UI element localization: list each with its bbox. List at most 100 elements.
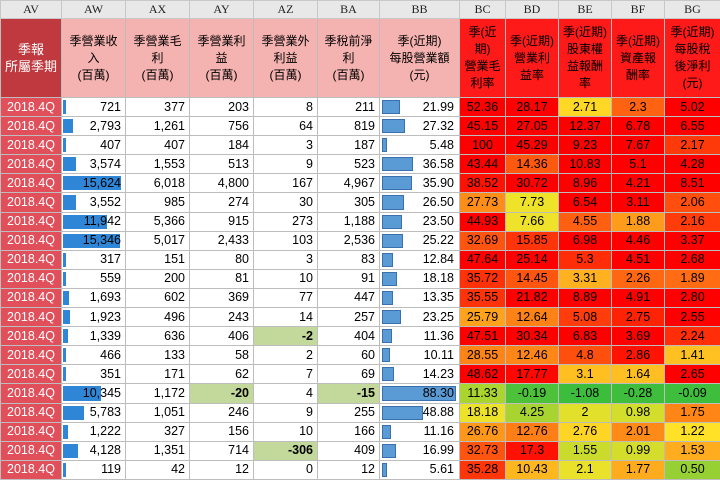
- cell-revenue[interactable]: 10,345: [62, 384, 126, 403]
- cell-bd[interactable]: 7.73: [506, 193, 559, 212]
- cell-bc[interactable]: 35.72: [460, 269, 506, 288]
- cell-bf[interactable]: 2.3: [612, 98, 665, 117]
- cell-ay[interactable]: 756: [190, 117, 254, 136]
- cell-ay[interactable]: 513: [190, 155, 254, 174]
- cell-revenue[interactable]: 15,346: [62, 231, 126, 250]
- cell-bg[interactable]: 5.02: [665, 98, 720, 117]
- cell-bc[interactable]: 26.76: [460, 422, 506, 441]
- cell-bg[interactable]: 2.24: [665, 327, 720, 346]
- cell-ay[interactable]: 80: [190, 250, 254, 269]
- cell-bc[interactable]: 11.33: [460, 384, 506, 403]
- cell-bg[interactable]: -0.09: [665, 384, 720, 403]
- cell-ay[interactable]: 714: [190, 441, 254, 460]
- cell-revenue[interactable]: 5,783: [62, 403, 126, 422]
- cell-bg[interactable]: 8.51: [665, 174, 720, 193]
- cell-bc[interactable]: 43.44: [460, 155, 506, 174]
- cell-quarter[interactable]: 2018.4Q: [1, 441, 62, 460]
- cell-eps-revenue[interactable]: 48.88: [380, 403, 460, 422]
- header-ax[interactable]: 季營業毛利(百萬): [126, 19, 190, 98]
- cell-ba[interactable]: 91: [318, 269, 380, 288]
- header-aw[interactable]: 季營業收入(百萬): [62, 19, 126, 98]
- header-az[interactable]: 季營業外利益(百萬): [254, 19, 318, 98]
- cell-quarter[interactable]: 2018.4Q: [1, 269, 62, 288]
- cell-eps-revenue[interactable]: 23.25: [380, 308, 460, 327]
- cell-bc[interactable]: 35.28: [460, 460, 506, 479]
- cell-bd[interactable]: 21.82: [506, 288, 559, 307]
- cell-bc[interactable]: 18.18: [460, 403, 506, 422]
- header-bc[interactable]: 季(近期)營業毛利率: [460, 19, 506, 98]
- cell-bc[interactable]: 32.73: [460, 441, 506, 460]
- cell-bf[interactable]: 2.01: [612, 422, 665, 441]
- cell-revenue[interactable]: 15,624: [62, 174, 126, 193]
- cell-ay[interactable]: 184: [190, 136, 254, 155]
- column-letter-ba[interactable]: BA: [318, 1, 380, 19]
- cell-bc[interactable]: 45.15: [460, 117, 506, 136]
- cell-be[interactable]: 4.55: [559, 212, 612, 231]
- cell-be[interactable]: 6.83: [559, 327, 612, 346]
- cell-bg[interactable]: 2.80: [665, 288, 720, 307]
- cell-bf[interactable]: 0.99: [612, 441, 665, 460]
- cell-bd[interactable]: -0.19: [506, 384, 559, 403]
- cell-be[interactable]: 3.1: [559, 365, 612, 384]
- cell-ax[interactable]: 200: [126, 269, 190, 288]
- cell-bd[interactable]: 15.85: [506, 231, 559, 250]
- cell-az[interactable]: 103: [254, 231, 318, 250]
- cell-bc[interactable]: 47.51: [460, 327, 506, 346]
- cell-quarter[interactable]: 2018.4Q: [1, 460, 62, 479]
- cell-be[interactable]: 2.1: [559, 460, 612, 479]
- cell-be[interactable]: 5.3: [559, 250, 612, 269]
- cell-ax[interactable]: 1,553: [126, 155, 190, 174]
- cell-ax[interactable]: 602: [126, 288, 190, 307]
- column-letter-bb[interactable]: BB: [380, 1, 460, 19]
- cell-be[interactable]: 9.23: [559, 136, 612, 155]
- cell-bd[interactable]: 25.14: [506, 250, 559, 269]
- cell-bg[interactable]: 1.75: [665, 403, 720, 422]
- cell-bd[interactable]: 14.45: [506, 269, 559, 288]
- cell-ba[interactable]: 255: [318, 403, 380, 422]
- cell-revenue[interactable]: 407: [62, 136, 126, 155]
- cell-revenue[interactable]: 317: [62, 250, 126, 269]
- cell-bg[interactable]: 1.41: [665, 346, 720, 365]
- cell-be[interactable]: 6.54: [559, 193, 612, 212]
- cell-ay[interactable]: 243: [190, 308, 254, 327]
- cell-ba[interactable]: 1,188: [318, 212, 380, 231]
- cell-bg[interactable]: 2.06: [665, 193, 720, 212]
- cell-revenue[interactable]: 351: [62, 365, 126, 384]
- cell-ay[interactable]: 274: [190, 193, 254, 212]
- cell-ba[interactable]: -15: [318, 384, 380, 403]
- cell-quarter[interactable]: 2018.4Q: [1, 250, 62, 269]
- cell-quarter[interactable]: 2018.4Q: [1, 155, 62, 174]
- cell-eps-revenue[interactable]: 23.50: [380, 212, 460, 231]
- cell-revenue[interactable]: 1,923: [62, 308, 126, 327]
- cell-ay[interactable]: 369: [190, 288, 254, 307]
- cell-bg[interactable]: 2.68: [665, 250, 720, 269]
- column-letter-bf[interactable]: BF: [612, 1, 665, 19]
- cell-az[interactable]: 2: [254, 346, 318, 365]
- cell-ax[interactable]: 5,017: [126, 231, 190, 250]
- cell-ax[interactable]: 133: [126, 346, 190, 365]
- cell-bd[interactable]: 17.3: [506, 441, 559, 460]
- cell-ba[interactable]: 305: [318, 193, 380, 212]
- cell-bd[interactable]: 17.77: [506, 365, 559, 384]
- cell-ba[interactable]: 60: [318, 346, 380, 365]
- column-letter-bc[interactable]: BC: [460, 1, 506, 19]
- cell-az[interactable]: 77: [254, 288, 318, 307]
- cell-ax[interactable]: 1,351: [126, 441, 190, 460]
- cell-quarter[interactable]: 2018.4Q: [1, 136, 62, 155]
- cell-eps-revenue[interactable]: 11.16: [380, 422, 460, 441]
- column-letter-be[interactable]: BE: [559, 1, 612, 19]
- cell-quarter[interactable]: 2018.4Q: [1, 384, 62, 403]
- cell-quarter[interactable]: 2018.4Q: [1, 98, 62, 117]
- cell-eps-revenue[interactable]: 10.11: [380, 346, 460, 365]
- header-bf[interactable]: 季(近期)資產報酬率: [612, 19, 665, 98]
- cell-ay[interactable]: 203: [190, 98, 254, 117]
- cell-az[interactable]: -306: [254, 441, 318, 460]
- cell-bd[interactable]: 30.72: [506, 174, 559, 193]
- cell-ay[interactable]: -20: [190, 384, 254, 403]
- cell-az[interactable]: 10: [254, 422, 318, 441]
- cell-revenue[interactable]: 1,693: [62, 288, 126, 307]
- header-bb[interactable]: 季(近期)每股營業額(元): [380, 19, 460, 98]
- cell-ax[interactable]: 407: [126, 136, 190, 155]
- cell-revenue[interactable]: 466: [62, 346, 126, 365]
- cell-eps-revenue[interactable]: 35.90: [380, 174, 460, 193]
